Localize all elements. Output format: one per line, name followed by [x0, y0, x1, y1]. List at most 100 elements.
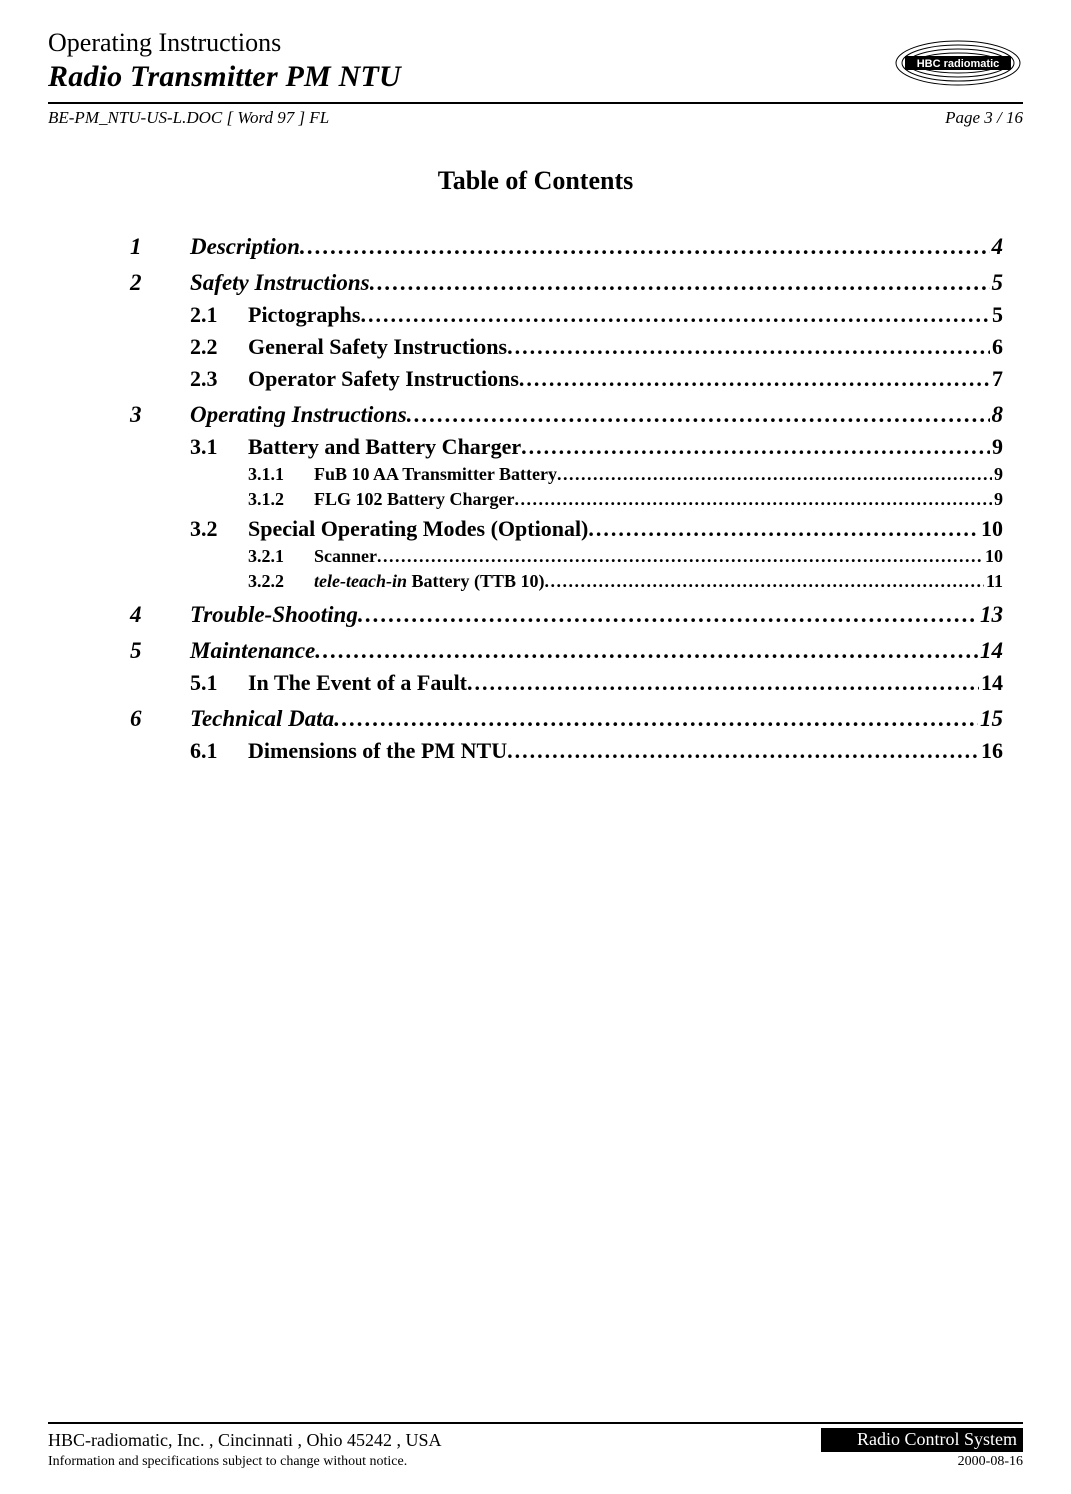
toc-leader-dots: ........................................…: [377, 546, 983, 567]
toc-entry: 5.1In The Event of a Fault .............…: [130, 670, 1003, 696]
doc-ref: BE-PM_NTU-US-L.DOC [ Word 97 ] FL: [48, 108, 329, 128]
toc-entry-label: Description: [190, 234, 300, 260]
radiomatic-logo: HBC radiomatic: [893, 34, 1023, 92]
toc-entry-page: 10: [979, 516, 1003, 542]
toc-entry: 2.3Operator Safety Instructions ........…: [130, 366, 1003, 392]
toc-entry-label: tele-teach-in Battery (TTB 10): [314, 571, 544, 592]
doc-title-line2: Radio Transmitter PM NTU: [48, 60, 1023, 94]
toc-entry-page: 14: [978, 638, 1003, 664]
footer-company: HBC-radiomatic, Inc. , Cincinnati , Ohio…: [48, 1430, 441, 1451]
toc-entry-page: 9: [992, 464, 1003, 485]
toc-entry: 6Technical Data ........................…: [130, 706, 1003, 732]
toc-entry-number: 5.1: [190, 670, 248, 696]
toc-leader-dots: ........................................…: [407, 402, 990, 428]
toc-entry-page: 11: [984, 571, 1003, 592]
toc-entry-number: 3.1.2: [248, 489, 314, 510]
toc-entry-page: 8: [990, 402, 1004, 428]
toc-entry-page: 7: [990, 366, 1003, 392]
toc-leader-dots: ........................................…: [315, 638, 978, 664]
toc-entry-label: Safety Instructions: [190, 270, 370, 296]
svg-text:HBC radiomatic: HBC radiomatic: [917, 58, 1000, 70]
toc-entry-page: 16: [979, 738, 1003, 764]
toc-leader-dots: ........................................…: [360, 302, 990, 328]
footer-date: 2000-08-16: [958, 1454, 1023, 1470]
toc-entry-number: 5: [130, 638, 190, 664]
toc-entry-page: 10: [983, 546, 1003, 567]
toc-entry: 3.1.1FuB 10 AA Transmitter Battery .....…: [130, 464, 1003, 485]
toc-entry-label: Operator Safety Instructions: [248, 366, 519, 392]
toc-entry-number: 6.1: [190, 738, 248, 764]
toc-entry-page: 5: [990, 270, 1004, 296]
toc-entry-label: Scanner: [314, 546, 377, 567]
toc-leader-dots: ........................................…: [507, 334, 990, 360]
footer-rule: [48, 1422, 1023, 1424]
toc-entry-page: 13: [978, 602, 1003, 628]
toc-entry-number: 3.2.2: [248, 571, 314, 592]
toc-entry-number: 2.2: [190, 334, 248, 360]
toc-leader-dots: ........................................…: [514, 489, 992, 510]
table-of-contents: 1Description ...........................…: [48, 234, 1023, 764]
toc-leader-dots: ........................................…: [544, 571, 984, 592]
toc-entry: 3.1.2FLG 102 Battery Charger ...........…: [130, 489, 1003, 510]
toc-entry-number: 1: [130, 234, 190, 260]
toc-leader-dots: ........................................…: [300, 234, 990, 260]
toc-entry-page: 9: [992, 489, 1003, 510]
header-titles: Operating Instructions Radio Transmitter…: [48, 28, 1023, 94]
toc-entry: 2Safety Instructions ...................…: [130, 270, 1003, 296]
toc-entry-label: Pictographs: [248, 302, 360, 328]
toc-leader-dots: ........................................…: [358, 602, 978, 628]
toc-entry-label: In The Event of a Fault: [248, 670, 467, 696]
toc-entry-label: Maintenance: [190, 638, 315, 664]
doc-title-line1: Operating Instructions: [48, 28, 1023, 58]
toc-leader-dots: ........................................…: [507, 738, 979, 764]
toc-entry-label: Special Operating Modes (Optional): [248, 516, 588, 542]
toc-entry: 3.2.1Scanner ...........................…: [130, 546, 1003, 567]
toc-entry: 6.1Dimensions of the PM NTU ............…: [130, 738, 1003, 764]
toc-entry-number: 3: [130, 402, 190, 428]
toc-entry-page: 4: [990, 234, 1004, 260]
toc-entry: 2.1Pictographs .........................…: [130, 302, 1003, 328]
toc-entry-number: 6: [130, 706, 190, 732]
toc-entry-label: Dimensions of the PM NTU: [248, 738, 507, 764]
toc-entry: 3.1Battery and Battery Charger .........…: [130, 434, 1003, 460]
toc-leader-dots: ........................................…: [588, 516, 979, 542]
toc-entry-label: FuB 10 AA Transmitter Battery: [314, 464, 557, 485]
toc-entry-number: 3.1.1: [248, 464, 314, 485]
toc-entry-label: FLG 102 Battery Charger: [314, 489, 514, 510]
toc-entry-number: 3.1: [190, 434, 248, 460]
toc-leader-dots: ........................................…: [521, 434, 990, 460]
toc-entry: 3Operating Instructions ................…: [130, 402, 1003, 428]
footer-disclaimer: Information and specifications subject t…: [48, 1454, 407, 1470]
toc-entry: 3.2.2tele-teach-in Battery (TTB 10).....…: [130, 571, 1003, 592]
toc-entry-label: General Safety Instructions: [248, 334, 507, 360]
toc-entry-number: 4: [130, 602, 190, 628]
page-footer: HBC-radiomatic, Inc. , Cincinnati , Ohio…: [48, 1422, 1023, 1470]
footer-row-2: Information and specifications subject t…: [48, 1454, 1023, 1470]
header-rule: [48, 102, 1023, 104]
toc-entry: 1Description ...........................…: [130, 234, 1003, 260]
toc-leader-dots: ........................................…: [519, 366, 990, 392]
toc-entry-label: Trouble-Shooting: [190, 602, 358, 628]
toc-title: Table of Contents: [48, 166, 1023, 196]
toc-entry-number: 2.1: [190, 302, 248, 328]
toc-entry-page: 5: [990, 302, 1003, 328]
toc-entry-page: 14: [979, 670, 1003, 696]
toc-entry-number: 2: [130, 270, 190, 296]
page-ref: Page 3 / 16: [945, 108, 1023, 128]
toc-entry-number: 2.3: [190, 366, 248, 392]
toc-entry: 4Trouble-Shooting ......................…: [130, 602, 1003, 628]
toc-entry-number: 3.2: [190, 516, 248, 542]
toc-entry-page: 15: [978, 706, 1003, 732]
toc-leader-dots: ........................................…: [467, 670, 979, 696]
radio-control-system-badge: Radio Control System: [821, 1428, 1023, 1452]
toc-entry: 3.2Special Operating Modes (Optional) ..…: [130, 516, 1003, 542]
toc-leader-dots: ........................................…: [557, 464, 992, 485]
toc-leader-dots: ........................................…: [334, 706, 978, 732]
toc-entry-label: Battery and Battery Charger: [248, 434, 521, 460]
toc-entry-page: 9: [990, 434, 1003, 460]
toc-entry-page: 6: [990, 334, 1003, 360]
toc-entry: 5Maintenance ...........................…: [130, 638, 1003, 664]
toc-entry-label: Technical Data: [190, 706, 334, 732]
toc-entry: 2.2General Safety Instructions .........…: [130, 334, 1003, 360]
toc-entry-number: 3.2.1: [248, 546, 314, 567]
